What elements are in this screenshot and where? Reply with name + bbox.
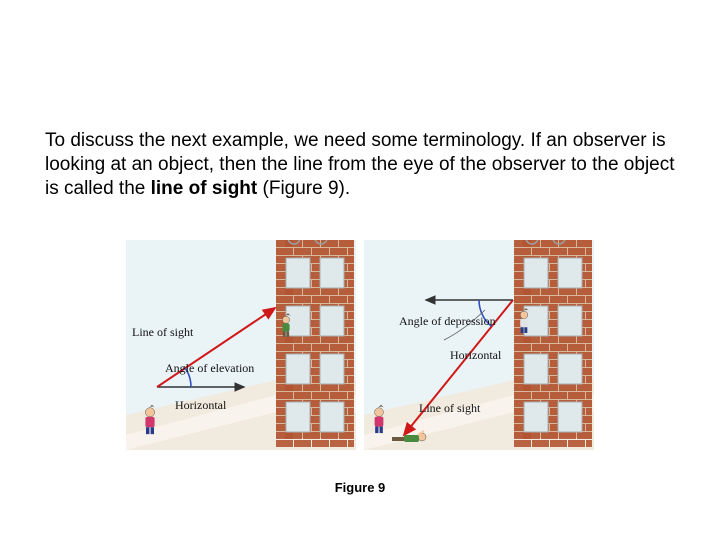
- label-angle-of-elevation: Angle of elevation: [165, 362, 254, 375]
- intro-text-post: (Figure 9).: [257, 178, 350, 199]
- elevation-panel: Line of sight Angle of elevation Horizon…: [126, 240, 356, 450]
- elevation-diagram: [126, 240, 356, 450]
- figure-caption: Figure 9: [0, 480, 720, 495]
- depression-panel: Angle of depression Horizontal Line of s…: [364, 240, 594, 450]
- label-horizontal: Horizontal: [450, 349, 501, 362]
- label-horizontal: Horizontal: [175, 399, 226, 412]
- figure-row: Line of sight Angle of elevation Horizon…: [0, 240, 720, 450]
- label-angle-of-depression: Angle of depression: [399, 315, 496, 328]
- label-line-of-sight: Line of sight: [419, 402, 480, 415]
- intro-paragraph: To discuss the next example, we need som…: [45, 129, 675, 200]
- intro-text-pre: To discuss the next example, we need som…: [45, 130, 675, 199]
- label-line-of-sight: Line of sight: [132, 326, 193, 339]
- intro-text-bold: line of sight: [151, 178, 258, 199]
- depression-diagram: [364, 240, 594, 450]
